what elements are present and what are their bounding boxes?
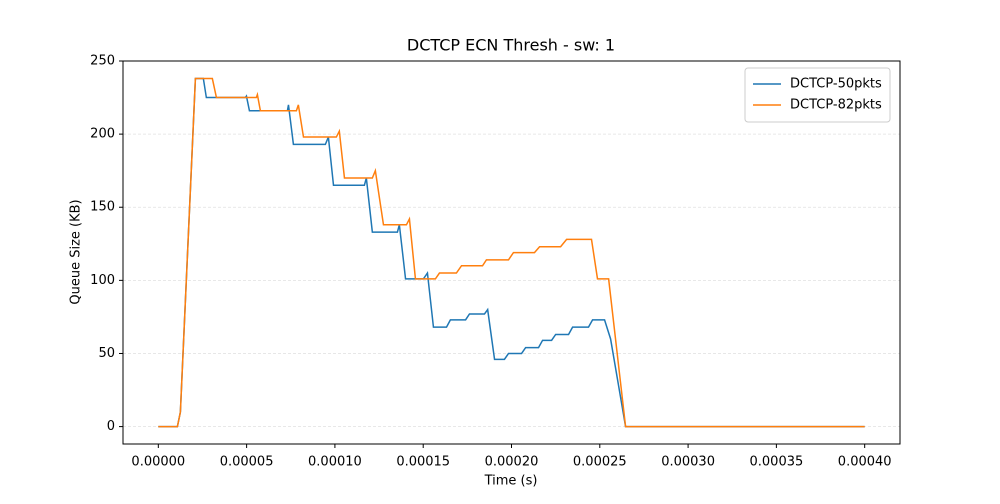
line xyxy=(158,77,865,428)
y-tick-label: 50 xyxy=(98,346,115,361)
plot-frame xyxy=(122,60,901,445)
x-tick-label: 0.00020 xyxy=(485,455,539,470)
y-tick-label: 150 xyxy=(90,200,115,215)
y-tick-label: 250 xyxy=(90,54,115,69)
line xyxy=(158,77,865,428)
x-tick-label: 0.00025 xyxy=(573,455,627,470)
x-tick-label: 0.00015 xyxy=(396,455,450,470)
y-tick-label: 0 xyxy=(107,419,115,434)
legend-label: DCTCP-82pkts xyxy=(790,98,882,113)
legend-label: DCTCP-50pkts xyxy=(790,77,882,92)
y-axis-label: Queue Size (KB) xyxy=(69,199,84,304)
x-axis-label: Time (s) xyxy=(484,474,538,489)
x-tick-label: 0.00035 xyxy=(750,455,804,470)
y-tick-label: 100 xyxy=(90,273,115,288)
chart-title: DCTCP ECN Thresh - sw: 1 xyxy=(407,36,615,55)
x-tick-label: 0.00040 xyxy=(838,455,892,470)
x-tick-label: 0.00030 xyxy=(661,455,715,470)
y-tick-label: 200 xyxy=(90,127,115,142)
legend-box xyxy=(744,67,891,123)
x-tick-label: 0.00005 xyxy=(220,455,274,470)
x-tick-label: 0.00010 xyxy=(308,455,362,470)
x-tick-label: 0.00000 xyxy=(131,455,185,470)
